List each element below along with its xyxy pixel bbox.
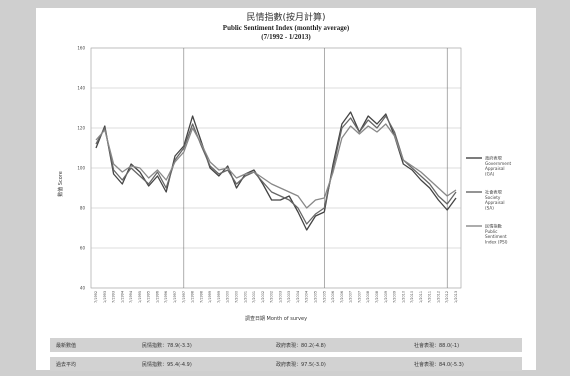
- legend-label-line: (GA): [485, 171, 495, 176]
- gridlines: [90, 47, 462, 289]
- x-tick-label: 7/2009: [393, 291, 397, 303]
- summary-cell: 社會表現：84.0(-5.3): [414, 361, 464, 368]
- x-tick-label: 7/1998: [199, 291, 203, 303]
- legend-label-line: Sentiment: [485, 234, 507, 239]
- summary-cell: 政府表現：97.5(-3.0): [276, 361, 326, 368]
- x-tick-label: 1/2007: [349, 291, 353, 303]
- summary-cell: 社會表現：88.0(-1): [414, 342, 460, 349]
- y-tick-label: 120: [77, 126, 85, 131]
- summary-cell: 民情指數：78.9(-3.3): [142, 342, 192, 349]
- x-tick-label: 7/2011: [428, 291, 432, 303]
- x-tick-label: 1/2001: [243, 291, 247, 303]
- x-axis-label: 調查日期 Month of survey: [245, 315, 307, 322]
- x-tick-label: 1/2004: [296, 291, 300, 303]
- summary-row-latest: 最新數值 民情指數：78.9(-3.3) 政府表現：80.2(-4.8) 社會表…: [50, 338, 522, 352]
- x-tick-label: 1/2013: [454, 291, 458, 303]
- summary-table: 最新數值 民情指數：78.9(-3.3) 政府表現：80.2(-4.8) 社會表…: [50, 338, 522, 376]
- x-tick-label: 1/1999: [208, 291, 212, 303]
- x-tick-label: 1/1994: [120, 291, 124, 303]
- series-lines: [95, 111, 457, 231]
- legend-label: 政府表現: [485, 155, 503, 162]
- chart-period: (7/1992 - 1/2013): [261, 33, 311, 41]
- x-tick-label: 1/1996: [156, 291, 160, 303]
- x-tick-label: 7/2002: [270, 291, 274, 303]
- x-tick-label: 1/2012: [436, 291, 440, 303]
- x-tick-label: 1/2003: [278, 291, 282, 303]
- x-tick-label: 7/1994: [129, 291, 133, 303]
- y-tick-label: 60: [80, 246, 86, 251]
- legend-label-line: Index (PSI): [485, 239, 508, 244]
- x-tick-label: 7/2004: [305, 291, 309, 303]
- x-tick-label: 7/2003: [287, 291, 291, 303]
- x-tick-label: 7/1995: [147, 291, 151, 303]
- summary-row-average: 過去平均 民情指數：95.4(-4.9) 政府表現：97.5(-3.0) 社會表…: [50, 357, 522, 371]
- y-axis-ticks: 160 140 120 100 80 60 40: [77, 46, 85, 291]
- x-tick-label: 7/2008: [375, 291, 379, 303]
- summary-cell: 過去平均: [56, 361, 77, 368]
- y-axis-label: 數值 Score: [57, 171, 64, 197]
- series-line-0: [95, 111, 457, 231]
- x-tick-label: 1/2000: [226, 291, 230, 303]
- x-axis-ticks: 7/1992 1/1993 7/1993 1/1994 7/1994 1/1995 7/19…: [94, 291, 458, 303]
- x-tick-label: 1/2002: [261, 291, 265, 303]
- x-tick-label: 1/1993: [103, 291, 107, 303]
- x-tick-label: 7/1992: [94, 291, 98, 303]
- legend-label-line: Society: [485, 195, 501, 200]
- legend: 政府表現GovernmentAppraisal(GA)社會表現SocietyAp…: [466, 155, 511, 244]
- x-tick-label: 1/1997: [173, 291, 177, 303]
- series-line-1: [95, 115, 457, 225]
- x-tick-label: 7/2005: [322, 291, 326, 303]
- y-tick-label: 100: [77, 166, 85, 171]
- vertical-markers: [183, 48, 448, 288]
- x-tick-label: 7/2006: [340, 291, 344, 303]
- x-tick-label: 7/1993: [112, 291, 116, 303]
- psi-line-chart: 民情指數(按月計算) Public Sentiment Index (month…: [57, 11, 511, 322]
- chart-title: 民情指數(按月計算): [246, 11, 325, 23]
- x-tick-label: 1/2006: [331, 291, 335, 303]
- legend-label: 民情指數: [485, 223, 503, 230]
- x-tick-label: 7/1999: [217, 291, 221, 303]
- x-tick-label: 7/1996: [164, 291, 168, 303]
- x-tick-label: 1/2005: [314, 291, 318, 303]
- x-tick-label: 1/1998: [191, 291, 195, 303]
- chart-subtitle: Public Sentiment Index (monthly average): [223, 24, 350, 32]
- legend-label-line: Public: [485, 229, 498, 234]
- legend-label-line: Appraisal: [485, 200, 505, 205]
- x-tick-label: 1/2010: [401, 291, 405, 303]
- y-tick-label: 80: [80, 206, 86, 211]
- x-tick-label: 1/2009: [384, 291, 388, 303]
- x-tick-label: 1/2011: [419, 291, 423, 303]
- y-tick-label: 140: [77, 86, 85, 91]
- summary-cell: 政府表現：80.2(-4.8): [276, 342, 326, 349]
- x-tick-label: 7/2010: [410, 291, 414, 303]
- legend-label-line: Appraisal: [485, 166, 505, 171]
- x-tick-label: 1/1995: [138, 291, 142, 303]
- x-tick-label: 7/2007: [357, 291, 361, 303]
- x-tick-label: 1/2008: [366, 291, 370, 303]
- legend-label: 社會表現: [485, 189, 503, 196]
- x-tick-label: 7/2000: [235, 291, 239, 303]
- legend-label-line: (SA): [485, 205, 494, 210]
- x-tick-label: 7/2001: [252, 291, 256, 303]
- x-tick-label: 7/2012: [445, 291, 449, 303]
- report-sheet: 民情指數(按月計算) Public Sentiment Index (month…: [36, 8, 536, 371]
- summary-cell: 民情指數：95.4(-4.9): [142, 361, 192, 368]
- legend-label-line: Government: [485, 161, 511, 166]
- x-tick-label: 7/1997: [182, 291, 186, 303]
- series-line-2: [95, 123, 457, 209]
- summary-cell: 最新數值: [56, 342, 77, 349]
- y-tick-label: 40: [80, 286, 86, 291]
- y-tick-label: 160: [77, 46, 85, 51]
